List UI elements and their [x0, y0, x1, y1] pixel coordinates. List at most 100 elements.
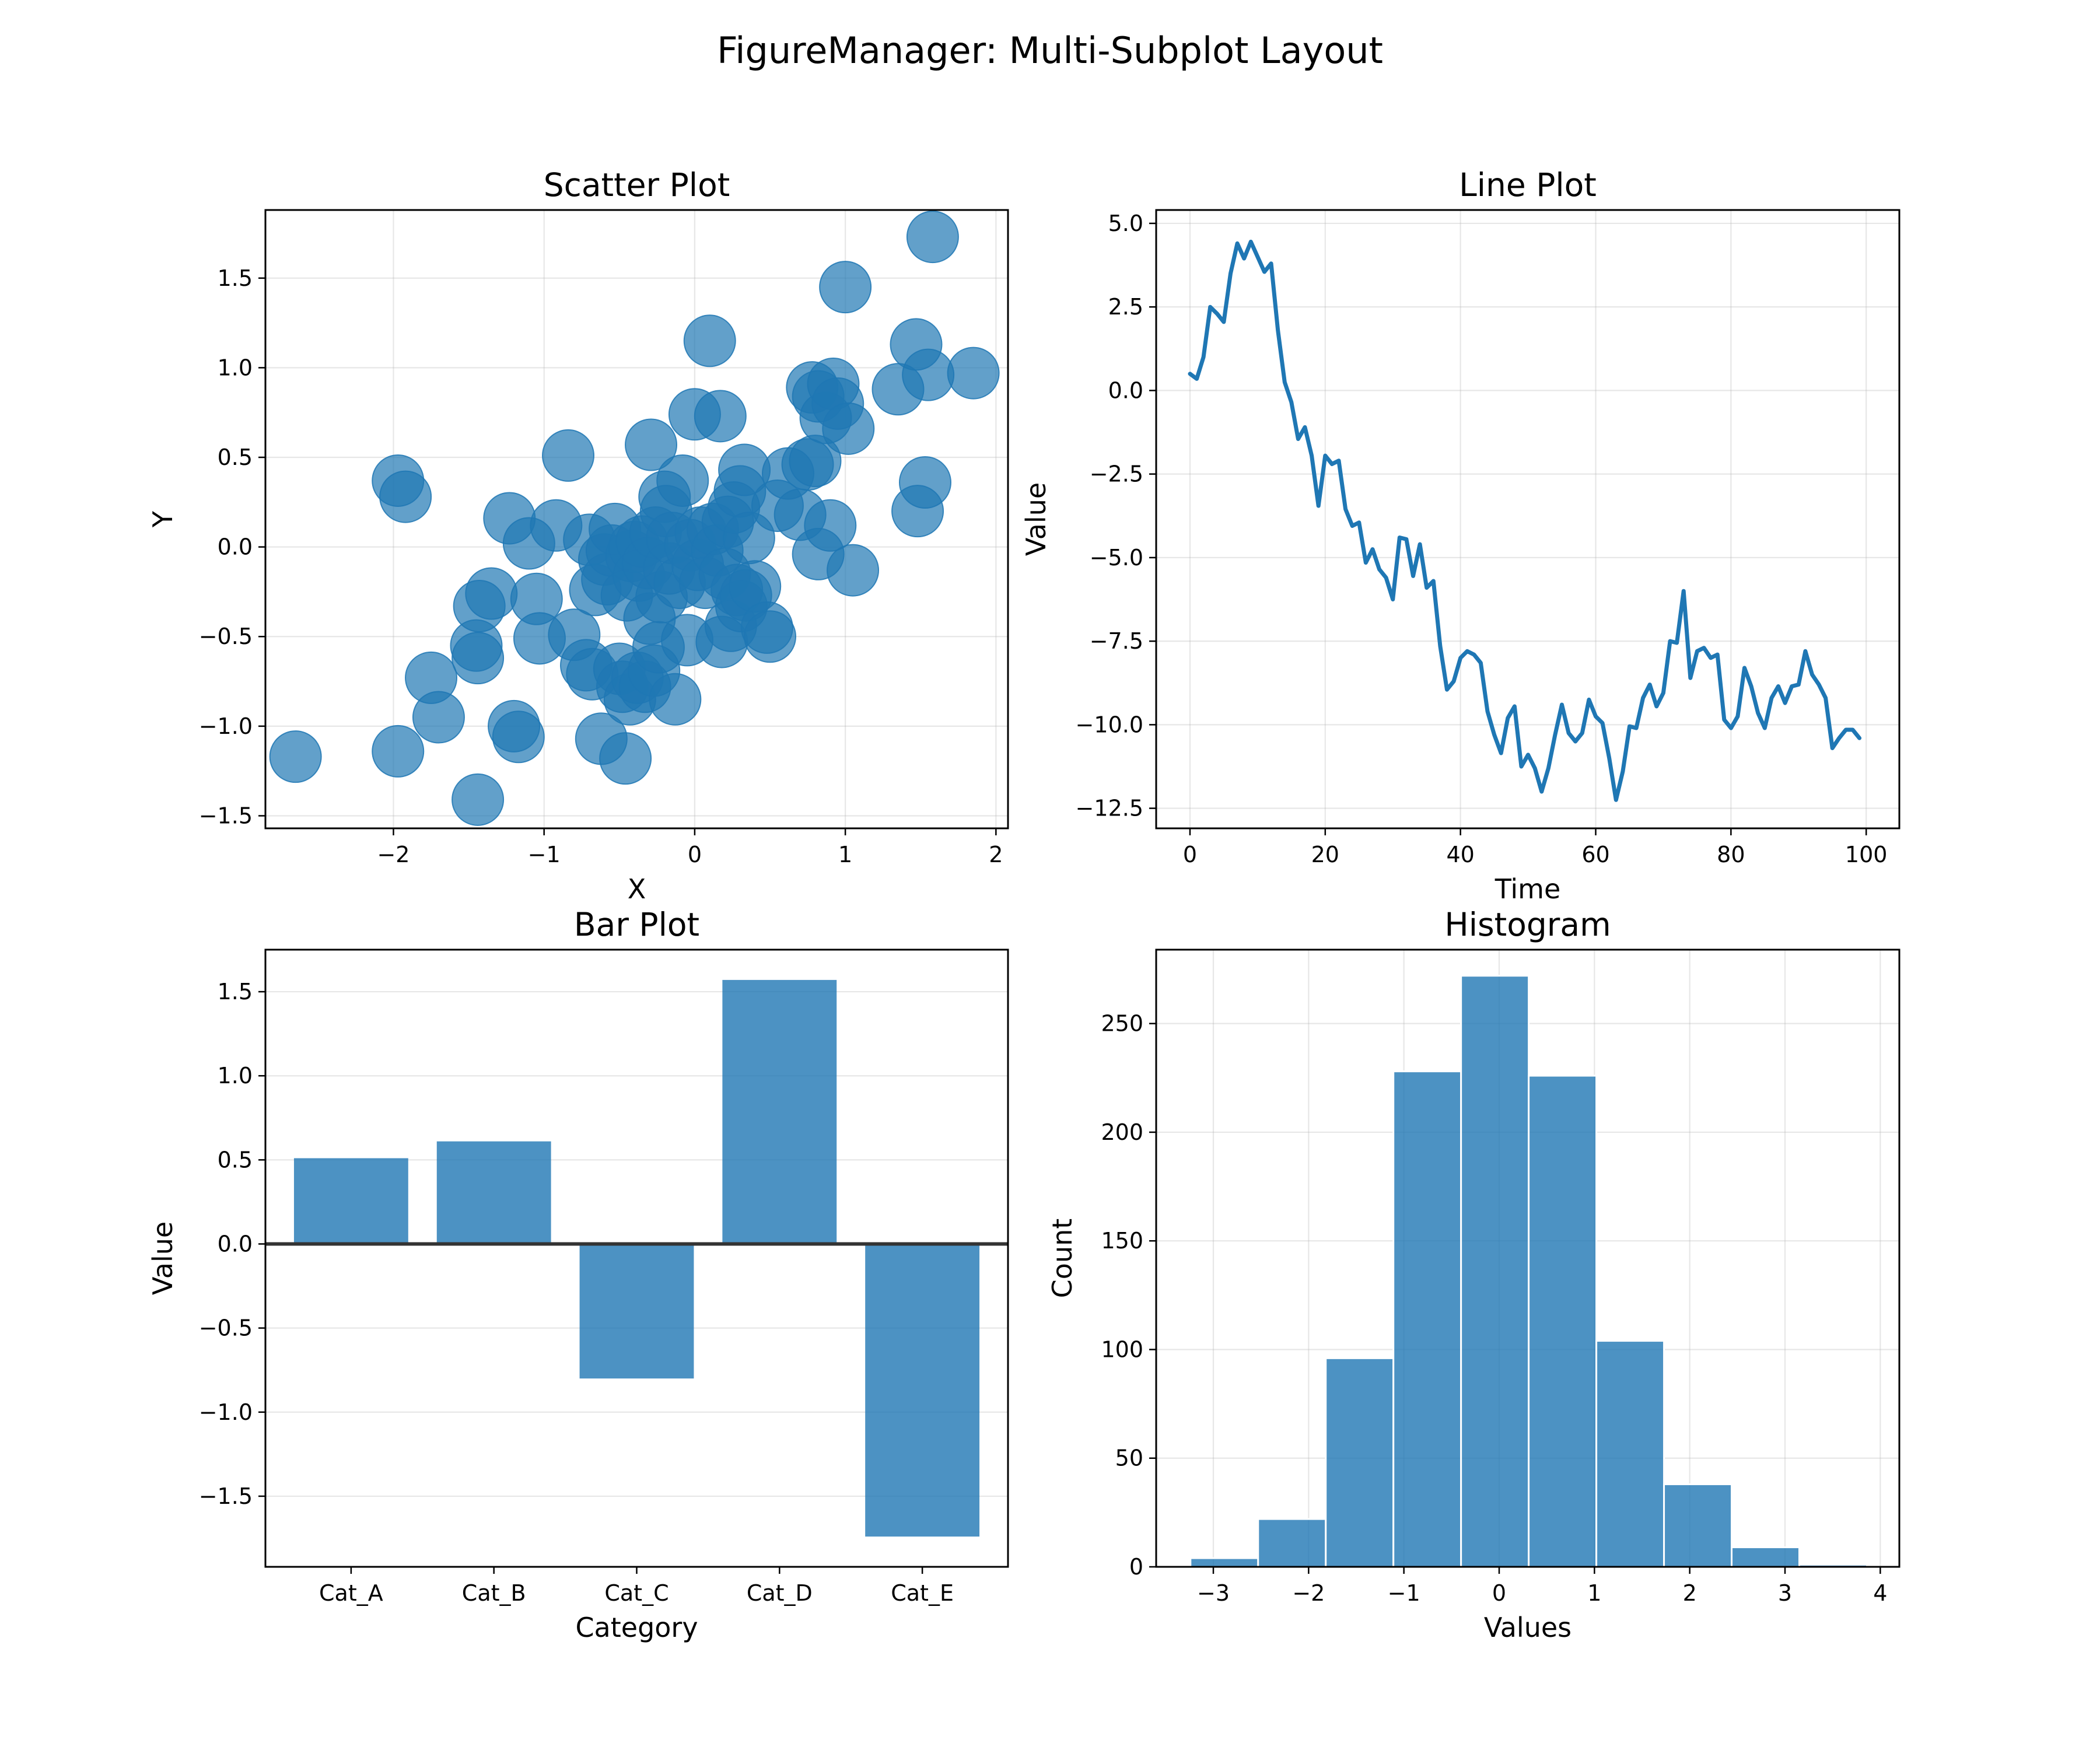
histogram-bin	[1257, 1518, 1327, 1568]
line-ticks: 0 20 40 60 80 100 5.0 2.5 0.0 −2.5 −5.0 −7.5 −10.0 −1…	[1076, 211, 1888, 867]
scatter-y-tick-label: −1.0	[199, 713, 253, 739]
scatter-point	[492, 710, 545, 764]
scatter-point	[452, 773, 505, 826]
scatter-point	[599, 732, 652, 785]
hist-y-tick-label: 250	[1101, 1011, 1143, 1037]
histogram-bin	[1731, 1546, 1801, 1568]
scatter-point	[683, 314, 736, 368]
bar-cat-d	[722, 979, 837, 1244]
figure-suptitle: FigureManager: Multi-Subplot Layout	[717, 29, 1383, 72]
line-y-tick-label: −5.0	[1090, 545, 1143, 570]
line-y-tick-label: −2.5	[1090, 461, 1143, 487]
bar-plot-area	[265, 979, 1008, 1537]
histogram-subplot: −3 −2 −1 0 1 2 3 4 0 50 100 150 200 250 Histogram Value…	[1046, 906, 1901, 1643]
scatter-subplot: −2 −1 0 1 2 −1.5 −1.0 −0.5 0.0 0.5 1.0 1.5 Scatter P…	[147, 166, 1009, 905]
bar-y-tick-label: −1.0	[199, 1399, 253, 1425]
hist-x-tick-label: 4	[1873, 1580, 1887, 1606]
hist-y-tick-label: 100	[1101, 1336, 1143, 1362]
scatter-y-tick-label: 0.5	[218, 444, 253, 470]
bar-y-tick-label: 0.0	[218, 1231, 253, 1256]
hist-frame	[1155, 949, 1901, 1568]
histogram-bin	[1325, 1357, 1395, 1568]
scatter-title: Scatter Plot	[544, 166, 730, 204]
scatter-point	[902, 348, 955, 401]
hist-ylabel: Count	[1046, 1219, 1078, 1298]
bar-title: Bar Plot	[574, 906, 699, 943]
scatter-y-tick-label: 1.0	[218, 355, 253, 380]
scatter-point	[898, 456, 951, 509]
scatter-point	[625, 418, 678, 471]
scatter-point	[412, 691, 465, 744]
bar-y-tick-label: −1.5	[199, 1483, 253, 1509]
histogram-bin	[1595, 1340, 1665, 1568]
bar-cat-e	[865, 1244, 980, 1537]
hist-y-tick-label: 0	[1129, 1554, 1143, 1580]
bar-x-tick-label: Cat_D	[747, 1580, 813, 1606]
scatter-xlabel: X	[628, 873, 646, 905]
scatter-point	[465, 567, 518, 620]
line-x-tick-label: 40	[1446, 842, 1474, 867]
bar-y-tick-label: −0.5	[199, 1315, 253, 1341]
scatter-y-tick-label: −1.5	[199, 803, 253, 828]
bar-x-tick-label: Cat_C	[604, 1580, 668, 1606]
scatter-frame	[264, 209, 1009, 830]
bar-x-tick-label: Cat_A	[319, 1580, 383, 1606]
line-y-tick-label: 5.0	[1108, 211, 1143, 236]
bar-xlabel: Category	[575, 1612, 698, 1643]
scatter-ticks: −2 −1 0 1 2 −1.5 −1.0 −0.5 0.0 0.5 1.0 1.5	[199, 265, 1003, 867]
line-x-tick-label: 20	[1311, 842, 1339, 867]
hist-y-tick-label: 200	[1101, 1119, 1143, 1145]
scatter-point	[822, 402, 875, 455]
scatter-y-tick-label: 0.0	[218, 534, 253, 560]
bar-y-tick-label: 1.0	[218, 1063, 253, 1088]
histogram-bin	[1663, 1483, 1733, 1568]
line-x-tick-label: 60	[1581, 842, 1609, 867]
scatter-point	[947, 346, 1000, 400]
scatter-point	[372, 724, 425, 778]
bar-x-tick-label: Cat_E	[891, 1580, 954, 1606]
scatter-plot-area	[269, 211, 1000, 826]
line-x-tick-label: 100	[1845, 842, 1888, 867]
scatter-point	[906, 211, 959, 264]
bar-y-tick-label: 1.5	[218, 979, 253, 1005]
line-y-tick-label: −10.0	[1076, 712, 1143, 737]
scatter-x-tick-label: −1	[528, 842, 561, 867]
scatter-ylabel: Y	[147, 510, 178, 528]
histogram-bin	[1189, 1557, 1259, 1568]
bar-y-tick-label: 0.5	[218, 1147, 253, 1172]
line-frame	[1155, 209, 1901, 830]
line-title: Line Plot	[1459, 166, 1597, 204]
hist-x-tick-label: −2	[1292, 1580, 1325, 1606]
hist-title: Histogram	[1444, 906, 1611, 943]
line-y-tick-label: 0.0	[1108, 377, 1143, 403]
bar-cat-c	[579, 1244, 694, 1379]
bar-cat-a	[293, 1158, 408, 1244]
histogram-bin	[1392, 1070, 1462, 1568]
hist-x-tick-label: 0	[1492, 1580, 1506, 1606]
scatter-point	[744, 610, 797, 663]
bar-frame	[264, 949, 1009, 1568]
hist-ticks: −3 −2 −1 0 1 2 3 4 0 50 100 150 200 250	[1101, 1011, 1887, 1606]
scatter-point	[269, 730, 322, 783]
line-y-tick-label: 2.5	[1108, 294, 1143, 320]
scatter-point	[379, 470, 432, 523]
line-series	[1188, 239, 1862, 802]
histogram-bin	[1460, 975, 1530, 1568]
line-x-tick-label: 0	[1183, 842, 1197, 867]
line-plot-area	[1188, 239, 1862, 802]
line-grid	[1156, 210, 1899, 828]
line-y-tick-label: −12.5	[1076, 796, 1143, 821]
line-y-tick-label: −7.5	[1090, 628, 1143, 654]
scatter-y-tick-label: 1.5	[218, 265, 253, 291]
scatter-x-tick-label: 1	[838, 842, 852, 867]
hist-y-tick-label: 150	[1101, 1228, 1143, 1254]
scatter-point	[542, 429, 595, 482]
scatter-point	[656, 454, 709, 507]
scatter-x-tick-label: −2	[377, 842, 410, 867]
scatter-point	[694, 390, 747, 443]
bar-cat-b	[436, 1141, 551, 1244]
scatter-point	[819, 261, 872, 314]
hist-y-tick-label: 50	[1115, 1446, 1143, 1471]
